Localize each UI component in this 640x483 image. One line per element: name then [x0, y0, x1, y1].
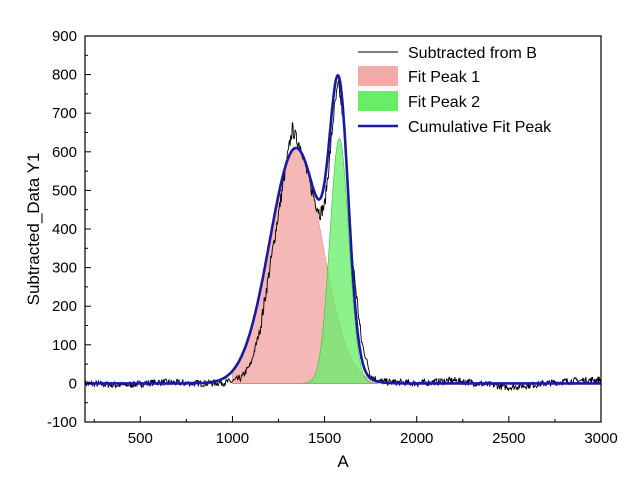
legend-label: Subtracted from B	[408, 45, 537, 62]
legend-swatch	[358, 66, 398, 86]
y-tick-label: 100	[52, 337, 77, 354]
legend: Subtracted from B Fit Peak 1 Fit Peak 2 Cum…	[358, 45, 552, 136]
legend-item: Subtracted from B	[358, 45, 537, 62]
y-tick-label: 600	[52, 144, 77, 161]
y-tick-label: -100	[47, 414, 77, 431]
cumulative-fit-line	[85, 73, 601, 385]
legend-swatch	[358, 91, 398, 111]
legend-item: Fit Peak 2	[358, 91, 480, 111]
x-tick-label: 500	[128, 430, 153, 447]
legend-item: Fit Peak 1	[358, 66, 480, 86]
x-axis-label: A	[337, 452, 349, 471]
y-tick-label: 900	[52, 28, 77, 45]
legend-label: Cumulative Fit Peak	[408, 119, 552, 136]
x-tick-label: 1500	[308, 430, 341, 447]
y-tick-label: 300	[52, 260, 77, 277]
legend-label: Fit Peak 2	[408, 94, 480, 111]
x-tick-label: 3000	[584, 430, 617, 447]
x-tick-label: 1000	[216, 430, 249, 447]
chart-lines	[84, 73, 602, 392]
y-tick-label: 500	[52, 182, 77, 199]
fit-peak-2-area	[232, 137, 379, 384]
y-tick-label: 200	[52, 298, 77, 315]
y-tick-label: 400	[52, 221, 77, 238]
y-tick-label: 700	[52, 105, 77, 122]
legend-item: Cumulative Fit Peak	[358, 119, 552, 136]
axis-ticks	[85, 35, 602, 423]
x-tick-label: 2000	[400, 430, 433, 447]
legend-label: Fit Peak 1	[408, 69, 480, 86]
x-tick-labels: 500 1000 1500 2000 2500 3000	[128, 430, 618, 447]
y-axis-label: Subtracted_Data Y1	[24, 153, 43, 306]
x-tick-label: 2500	[492, 430, 525, 447]
fit-peak-fills	[232, 137, 379, 384]
y-tick-label: 800	[52, 67, 77, 84]
y-tick-label: 0	[69, 375, 77, 392]
y-tick-labels: -100 0 100 200 300 400 500 600 700 800 900	[47, 28, 77, 431]
